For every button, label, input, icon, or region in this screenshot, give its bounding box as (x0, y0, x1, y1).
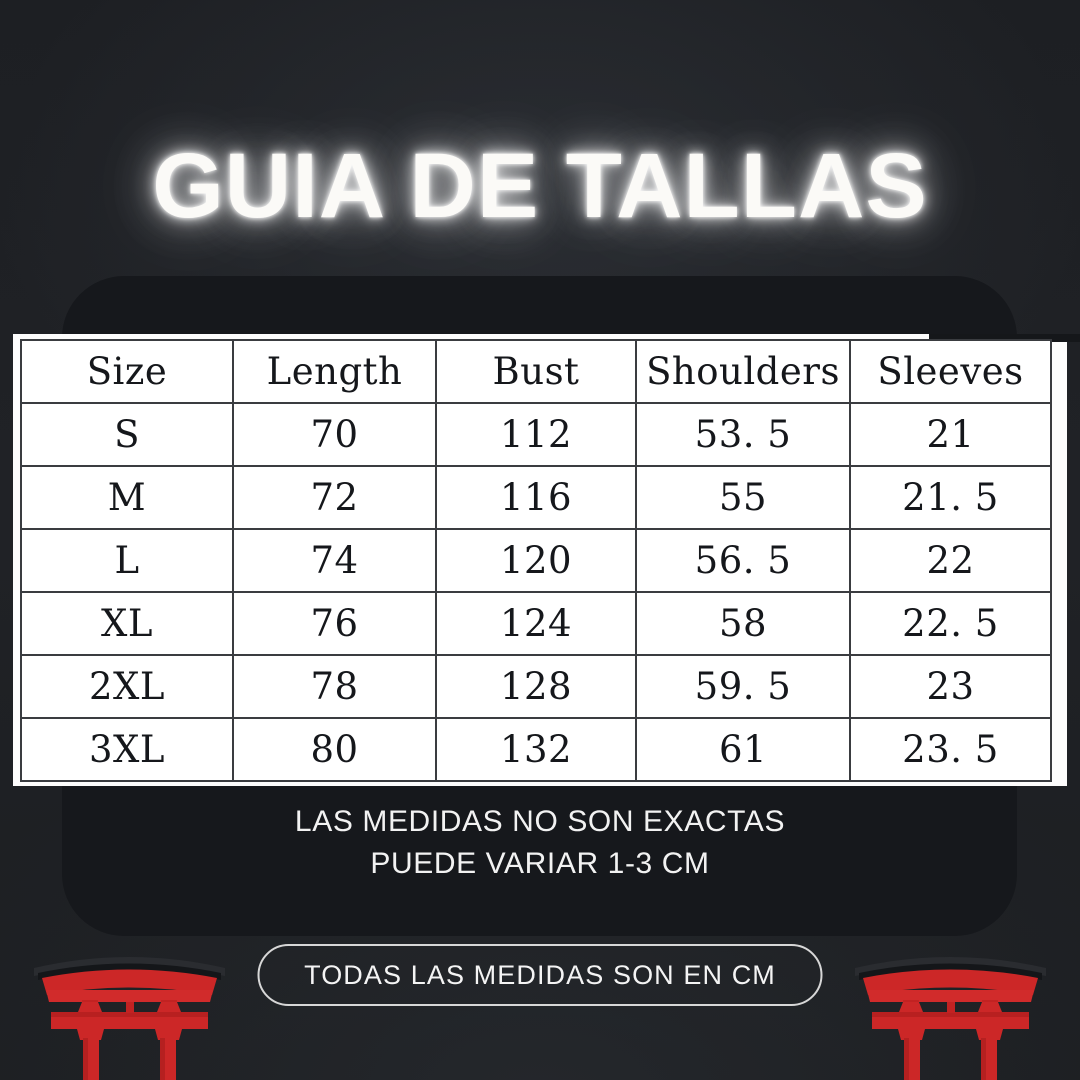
column-header-shoulders: Shoulders (635, 339, 851, 404)
table-row: 3XL 80 132 61 23. 5 (20, 717, 1052, 782)
cell-length: 74 (232, 528, 437, 593)
cell-size: M (20, 465, 234, 530)
cell-shoulders: 56. 5 (635, 528, 851, 593)
table-row: XL 76 124 58 22. 5 (20, 591, 1052, 656)
torii-gate-icon (855, 957, 1046, 1080)
table-header-row: Size Length Bust Shoulders Sleeves (20, 339, 1052, 404)
column-header-length: Length (232, 339, 437, 404)
cell-length: 80 (232, 717, 437, 782)
size-table-body: S 70 112 53. 5 21 M 72 116 55 21. 5 L 74… (20, 402, 1052, 782)
cell-length: 76 (232, 591, 437, 656)
cell-bust: 112 (435, 402, 637, 467)
cell-sleeves: 22. 5 (849, 591, 1052, 656)
table-row: 2XL 78 128 59. 5 23 (20, 654, 1052, 719)
cell-sleeves: 21. 5 (849, 465, 1052, 530)
cell-shoulders: 58 (635, 591, 851, 656)
cell-length: 70 (232, 402, 437, 467)
column-header-sleeves: Sleeves (849, 339, 1052, 404)
units-badge[interactable]: TODAS LAS MEDIDAS SON EN CM (257, 944, 823, 1006)
cell-size: L (20, 528, 234, 593)
units-badge-label: TODAS LAS MEDIDAS SON EN CM (304, 959, 776, 990)
cell-shoulders: 53. 5 (635, 402, 851, 467)
cell-size: S (20, 402, 234, 467)
cell-bust: 128 (435, 654, 637, 719)
cell-length: 78 (232, 654, 437, 719)
cell-size: XL (20, 591, 234, 656)
table-row: S 70 112 53. 5 21 (20, 402, 1052, 467)
cell-size: 2XL (20, 654, 234, 719)
page-title: GUIA DE TALLAS (152, 135, 928, 237)
table-row: L 74 120 56. 5 22 (20, 528, 1052, 593)
disclaimer-line-1: LAS MEDIDAS NO SON EXACTAS (294, 805, 786, 838)
table-row: M 72 116 55 21. 5 (20, 465, 1052, 530)
size-table-container: Size Length Bust Shoulders Sleeves S 70 … (13, 334, 1080, 786)
cell-shoulders: 61 (635, 717, 851, 782)
cell-size: 3XL (20, 717, 234, 782)
cell-bust: 124 (435, 591, 637, 656)
cell-shoulders: 55 (635, 465, 851, 530)
cell-sleeves: 23 (849, 654, 1052, 719)
disclaimer-line-2: PUEDE VARIAR 1-3 CM (370, 847, 710, 880)
torii-gate-icon (34, 957, 225, 1080)
cell-length: 72 (232, 465, 437, 530)
cell-sleeves: 22 (849, 528, 1052, 593)
cell-shoulders: 59. 5 (635, 654, 851, 719)
column-header-bust: Bust (435, 339, 637, 404)
clipped-row-remnant (929, 334, 1080, 342)
cell-sleeves: 21 (849, 402, 1052, 467)
size-chart-table: Size Length Bust Shoulders Sleeves S 70 … (20, 339, 1052, 782)
cell-sleeves: 23. 5 (849, 717, 1052, 782)
disclaimer-text: LAS MEDIDAS NO SON EXACTAS PUEDE VARIAR … (0, 801, 1080, 885)
cell-bust: 120 (435, 528, 637, 593)
cell-bust: 132 (435, 717, 637, 782)
cell-bust: 116 (435, 465, 637, 530)
column-header-size: Size (20, 339, 234, 404)
